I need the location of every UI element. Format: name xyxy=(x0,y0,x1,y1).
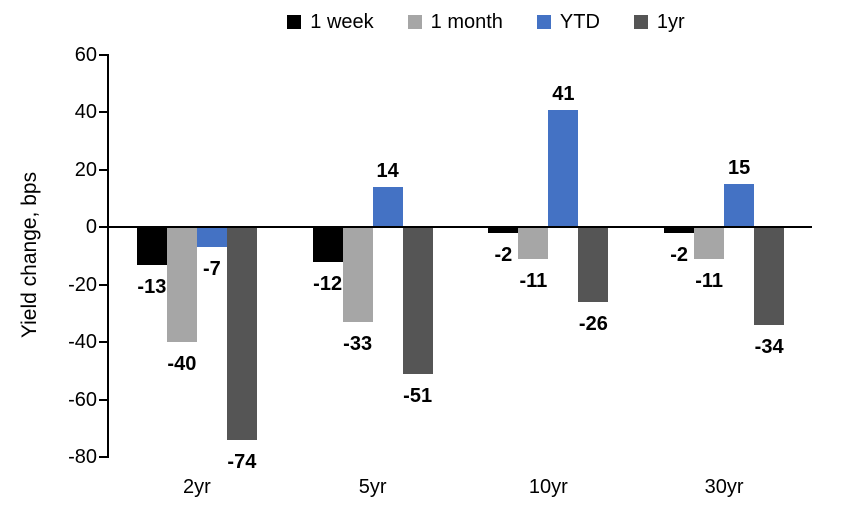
y-tick-mark xyxy=(99,283,109,286)
bar-label-1yr-2yr: -74 xyxy=(227,450,257,473)
bar-label-ytd-30yr: 15 xyxy=(728,157,751,180)
legend-item-1-week: 1 week xyxy=(287,11,374,33)
legend-item-ytd: YTD xyxy=(536,11,600,33)
bar-1-month-30yr xyxy=(694,227,725,259)
y-tick-mark xyxy=(99,456,109,458)
y-tick-mark xyxy=(99,398,109,401)
legend-swatch-1-month-icon xyxy=(407,15,422,29)
bar-label-1-month-30yr: -11 xyxy=(695,269,724,292)
y-axis-title: Yield change, bps xyxy=(18,171,41,339)
bar-label-ytd-5yr: 14 xyxy=(376,160,399,183)
legend-label: 1yr xyxy=(656,11,685,33)
zero-line xyxy=(109,226,812,229)
bar-1-week-30yr xyxy=(664,227,695,234)
legend-item-1-month: 1 month xyxy=(407,11,503,33)
bar-1-month-5yr xyxy=(342,227,373,323)
bar-label-1-week-30yr: -2 xyxy=(670,244,689,267)
y-tick-label-60: 60 xyxy=(74,44,97,66)
y-tick-label-20: 20 xyxy=(74,158,97,181)
bar-1-week-2yr xyxy=(136,227,167,265)
y-tick-label-0: 0 xyxy=(85,216,97,239)
bar-label-1yr-5yr: -51 xyxy=(403,384,433,407)
bar-label-ytd-2yr: -7 xyxy=(202,258,221,281)
bar-label-1-month-5yr: -33 xyxy=(343,333,373,356)
bar-label-1yr-10yr: -26 xyxy=(578,312,608,335)
bar-label-ytd-10yr: 41 xyxy=(552,82,575,105)
x-axis-label-2yr: 2yr xyxy=(182,476,211,498)
y-tick-label--20: -20 xyxy=(68,273,97,296)
bar-1-month-10yr xyxy=(518,227,549,259)
legend-swatch-1yr-icon xyxy=(633,15,648,29)
legend-swatch-ytd-icon xyxy=(536,15,551,29)
bar-label-1-week-5yr: -12 xyxy=(313,272,343,295)
y-tick-mark xyxy=(99,226,109,229)
bar-1yr-30yr xyxy=(754,227,785,325)
bar-label-1-week-2yr: -13 xyxy=(137,275,167,298)
legend-label: 1 month xyxy=(430,11,503,33)
bar-label-1yr-30yr: -34 xyxy=(754,335,784,358)
bar-label-1-month-10yr: -11 xyxy=(519,269,548,292)
x-axis-label-5yr: 5yr xyxy=(358,476,387,498)
y-tick-label-40: 40 xyxy=(74,101,97,124)
bar-ytd-2yr xyxy=(196,227,227,248)
bar-1yr-2yr xyxy=(226,227,257,440)
y-tick-label--40: -40 xyxy=(68,331,97,354)
legend-label: 1 week xyxy=(310,11,374,33)
y-tick-mark xyxy=(99,341,109,344)
bar-1yr-10yr xyxy=(578,227,609,302)
y-tick-mark xyxy=(99,168,109,171)
y-tick-mark xyxy=(99,111,109,114)
legend-swatch-1-week-icon xyxy=(287,15,302,29)
bar-label-1-month-2yr: -40 xyxy=(167,353,197,376)
x-axis-label-30yr: 30yr xyxy=(704,476,744,498)
bar-1-month-2yr xyxy=(166,227,197,343)
y-axis-line xyxy=(107,55,109,457)
bar-1yr-5yr xyxy=(402,227,433,374)
bar-label-1-week-10yr: -2 xyxy=(494,244,513,267)
y-tick-mark xyxy=(99,54,109,56)
y-tick-label--60: -60 xyxy=(68,388,97,411)
y-tick-label--80: -80 xyxy=(68,446,97,468)
x-axis-label-10yr: 10yr xyxy=(528,476,568,498)
bar-1-week-10yr xyxy=(488,227,519,234)
bar-1-week-5yr xyxy=(312,227,343,262)
bar-ytd-30yr xyxy=(724,184,755,228)
bar-ytd-5yr xyxy=(372,187,403,228)
legend-item-1yr: 1yr xyxy=(633,11,685,33)
bar-ytd-10yr xyxy=(548,109,579,228)
legend-label: YTD xyxy=(559,11,600,33)
legend: 1 week 1 month YTD 1yr xyxy=(120,8,852,36)
